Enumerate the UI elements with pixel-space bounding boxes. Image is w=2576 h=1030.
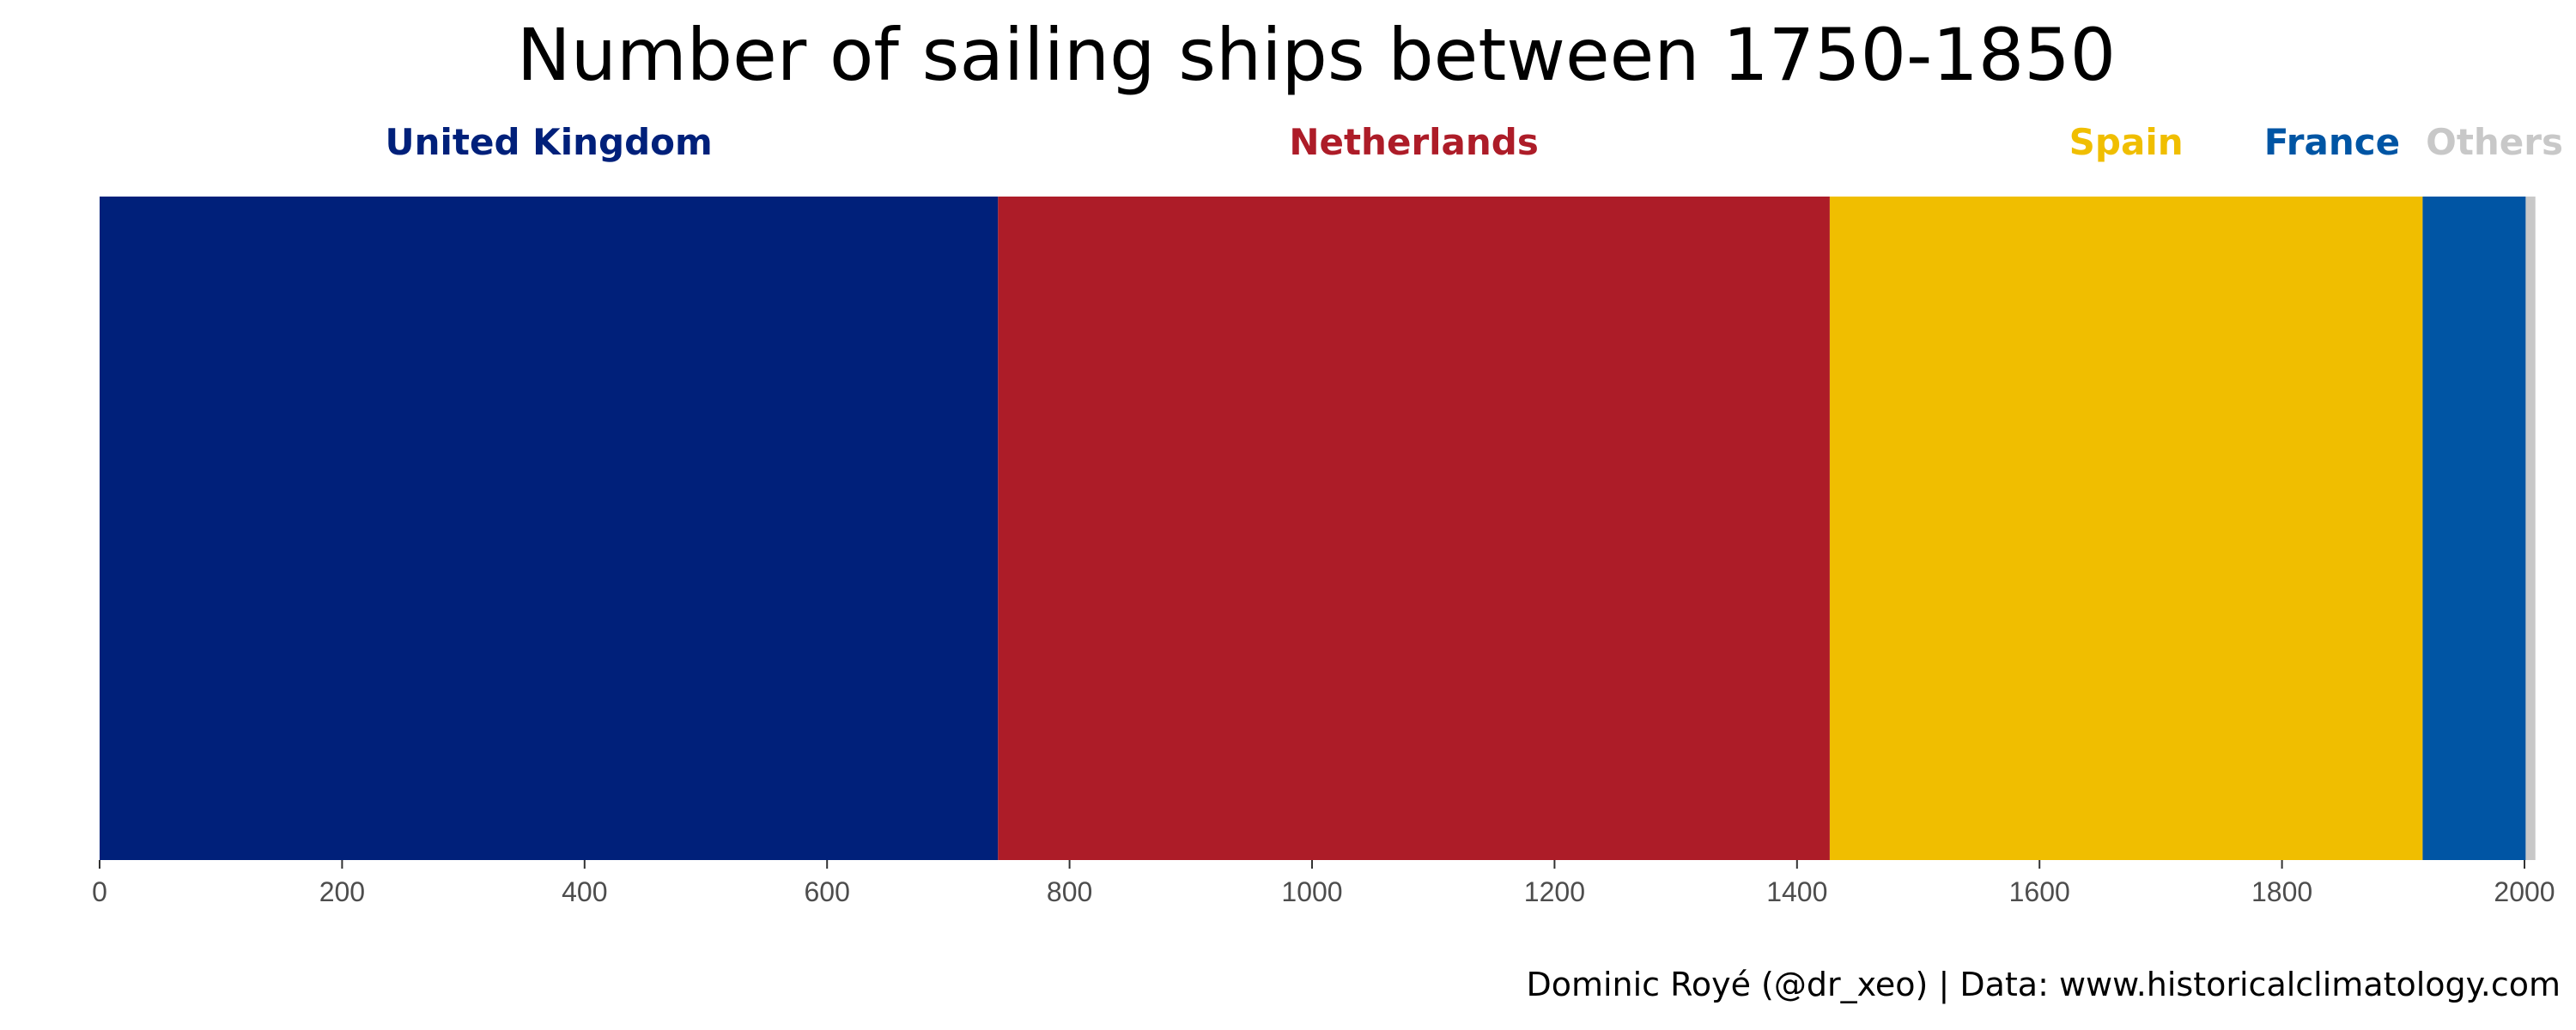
stacked-bar xyxy=(100,197,2536,860)
x-tick-label: 1200 xyxy=(1524,876,1585,907)
series-label-group: United Kingdom Netherlands Spain France Othe… xyxy=(386,121,2563,163)
series-label-united-kingdom: United Kingdom xyxy=(386,121,713,163)
x-tick-label: 1600 xyxy=(2009,876,2070,907)
bar-segment-netherlands xyxy=(998,197,1830,860)
x-tick-label: 1800 xyxy=(2251,876,2312,907)
series-label-spain: Spain xyxy=(2069,121,2184,163)
chart-title: Number of sailing ships between 1750-185… xyxy=(517,13,2116,97)
series-label-france: France xyxy=(2264,121,2400,163)
series-label-netherlands: Netherlands xyxy=(1289,121,1539,163)
x-tick-label: 0 xyxy=(92,876,107,907)
bar-segment-others xyxy=(2525,197,2536,860)
bar-segment-france xyxy=(2422,197,2526,860)
x-tick-label: 200 xyxy=(319,876,365,907)
x-axis: 0 200 400 600 800 1000 1200 1400 1600 1800 2000 xyxy=(92,860,2555,907)
bar-segment-spain xyxy=(1829,197,2423,860)
series-label-others: Others xyxy=(2426,121,2563,163)
x-tick-label: 400 xyxy=(562,876,607,907)
x-tick-label: 600 xyxy=(805,876,850,907)
x-tick-label: 800 xyxy=(1047,876,1092,907)
x-tick-label: 2000 xyxy=(2494,876,2555,907)
bar-segment-united-kingdom xyxy=(100,197,999,860)
chart-caption: Dominic Royé (@dr_xeo) | Data: www.histo… xyxy=(1526,966,2561,1004)
x-tick-label: 1000 xyxy=(1281,876,1342,907)
x-tick-label: 1400 xyxy=(1766,876,1827,907)
